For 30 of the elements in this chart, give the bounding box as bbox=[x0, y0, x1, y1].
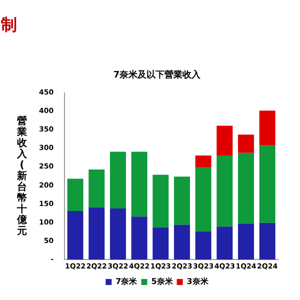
text: 制 bbox=[0, 15, 17, 34]
bar bbox=[195, 155, 212, 168]
bar bbox=[174, 224, 190, 260]
bar bbox=[195, 231, 212, 260]
bar bbox=[67, 211, 84, 260]
bar bbox=[131, 216, 148, 260]
bar bbox=[110, 152, 126, 208]
bar bbox=[152, 227, 169, 260]
bar bbox=[259, 222, 276, 260]
bar bbox=[238, 134, 254, 153]
bar bbox=[88, 170, 105, 208]
bar bbox=[131, 152, 148, 217]
bar bbox=[216, 226, 233, 260]
bar bbox=[238, 224, 254, 260]
bar bbox=[152, 174, 169, 228]
bar bbox=[67, 178, 84, 212]
legend-label: 7奈米 bbox=[116, 277, 138, 286]
bar bbox=[238, 152, 254, 224]
bar bbox=[216, 155, 233, 227]
bar bbox=[110, 208, 126, 260]
bar bbox=[195, 168, 212, 232]
bar bbox=[216, 126, 233, 156]
text: 營業收入(新台幣十億元 bbox=[17, 116, 27, 237]
legend-label: 5奈米 bbox=[151, 277, 174, 286]
bar bbox=[259, 145, 276, 223]
bar bbox=[88, 207, 105, 260]
bar bbox=[174, 176, 190, 225]
chart-title: 7奈米及以下營業收入 bbox=[113, 70, 202, 81]
bar bbox=[259, 110, 276, 146]
legend-label: 3奈米 bbox=[186, 277, 210, 286]
